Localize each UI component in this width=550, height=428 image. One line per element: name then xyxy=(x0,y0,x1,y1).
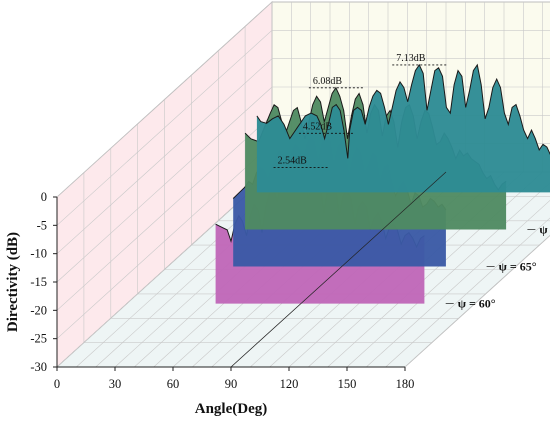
x-axis-title: Angle(Deg) xyxy=(195,401,267,417)
series-area xyxy=(256,64,550,193)
y-tick-label: -20 xyxy=(30,303,47,317)
x-gridline xyxy=(404,235,550,368)
x-tick-label: 90 xyxy=(225,377,238,391)
depth-gridline xyxy=(110,148,459,319)
y-tick-label: -30 xyxy=(30,360,47,374)
series-label: ψ = 60° xyxy=(458,297,496,311)
peak-annotation: 7.13dB xyxy=(392,53,447,66)
x-gridline xyxy=(385,217,550,368)
x-tick-label: 30 xyxy=(109,377,122,391)
annotation-label: 7.13dB xyxy=(396,53,426,64)
x-gridline xyxy=(366,199,550,368)
x-tick-label: 180 xyxy=(396,377,415,391)
y-tick-label: -25 xyxy=(30,332,47,346)
label-layer: 0 30 60 90 120 150 180 0 -5 -10 -15 -20 -25 -30 Angle(… xyxy=(5,190,414,417)
peak-annotation: 2.54dB xyxy=(273,156,328,169)
y-tick-label: -10 xyxy=(30,247,47,261)
peak-annotation: 6.08dB xyxy=(308,76,363,89)
x-tick-label: 120 xyxy=(280,377,299,391)
x-tick-label: 150 xyxy=(338,377,357,391)
y-tick-label: -15 xyxy=(30,275,47,289)
y-axis-title: Directivity (dB) xyxy=(5,232,21,332)
y-tick-label: 0 xyxy=(41,190,47,204)
annotation-label: 4.52dB xyxy=(303,121,333,132)
series-layer: ψ = 60° ψ = 65° ψ = 70° ψ = 75° xyxy=(215,63,550,368)
series-line xyxy=(256,63,550,159)
reference-line xyxy=(230,171,447,368)
annotation-layer: 2.54dB 4.52dB 6.08dB 7.13dB xyxy=(273,53,447,169)
x-tick-label: 60 xyxy=(167,377,180,391)
depth-gridline xyxy=(83,172,432,343)
x-tick-label: 0 xyxy=(54,377,60,391)
series-slice: ψ = 75° xyxy=(256,63,550,193)
annotation-label: 2.54dB xyxy=(278,156,308,167)
series-label: ψ = 65° xyxy=(499,260,537,274)
annotation-label: 6.08dB xyxy=(313,76,343,87)
y-tick-label: -5 xyxy=(37,218,47,232)
peak-annotation: 4.52dB xyxy=(298,121,354,134)
series-label: ψ = 70° xyxy=(539,223,550,237)
